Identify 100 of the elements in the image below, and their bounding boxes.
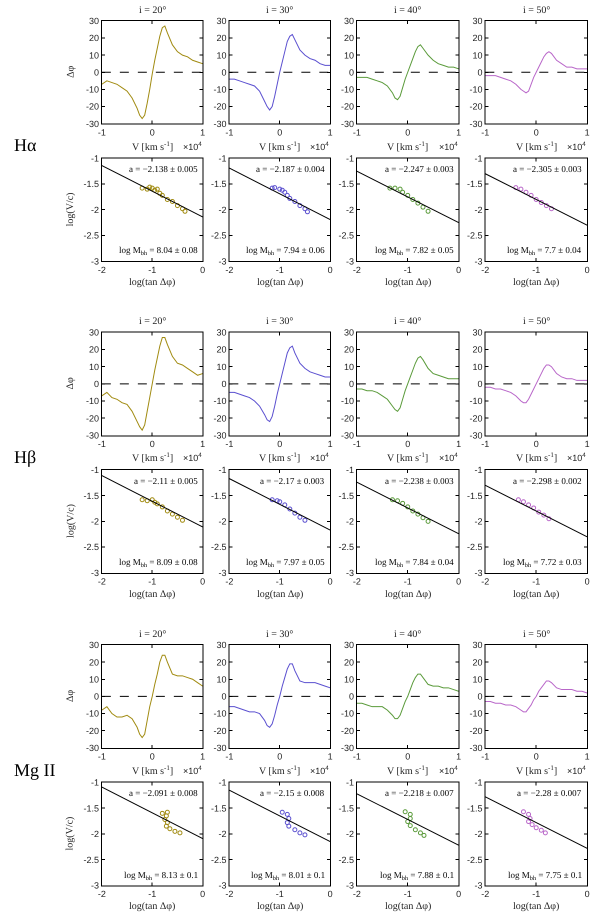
x-tick-label: 1 (200, 439, 206, 450)
x-axis-title: log(tan Δφ) (513, 589, 560, 600)
text: Hβ (14, 447, 36, 467)
y-tick-label: 20 (344, 33, 354, 44)
x-tick-label: 0 (405, 127, 410, 138)
y-tick-label: -1.5 (84, 179, 100, 190)
x-axis-title: log(tan Δφ) (385, 589, 432, 600)
x-tick-label: 0 (584, 576, 590, 587)
y-tick-label: 10 (216, 362, 227, 372)
y-tick-label: -1.5 (338, 803, 354, 814)
y-tick-label: -20 (86, 413, 100, 424)
y-tick-label: -30 (86, 118, 100, 129)
x-axis-title: log(tan Δφ) (129, 901, 176, 912)
y-tick-label: 30 (472, 640, 482, 650)
y-tick-label: -2.5 (338, 542, 354, 552)
annotation: log M$_{bh}$ = 7.7 ± 0.04 (507, 245, 582, 257)
x-tick-label: 0 (456, 889, 462, 900)
y-tick-label: -3 (91, 568, 100, 578)
x-tick-label: 0 (328, 264, 333, 275)
y-tick-label: -30 (86, 742, 100, 753)
annotation: a = −2.238 ± 0.003 (385, 476, 454, 486)
y-tick-label: 20 (344, 657, 354, 668)
x-tick-label: 0 (200, 576, 206, 587)
text: ×10$^{4}$ (439, 141, 458, 152)
x-tick-label: -1 (404, 576, 412, 587)
y-tick-label: -3 (474, 568, 482, 578)
annotation: log M$_{bh}$ = 8.13 ± 0.1 (124, 870, 198, 882)
y-tick-label: -2 (474, 516, 482, 526)
y-tick-label: -20 (341, 102, 354, 112)
x-axis-title: log(tan Δφ) (385, 901, 432, 912)
annotation: log M$_{bh}$ = 7.75 ± 0.1 (508, 870, 582, 882)
y-tick-label: -1 (91, 778, 100, 788)
chart-title: i = 30° (266, 5, 294, 16)
x-tick-label: 1 (328, 127, 333, 138)
x-axis-title: V [km s$^{-1}$] (387, 140, 428, 154)
y-axis-title: log(V/c) (64, 816, 76, 851)
y-tick-label: -20 (469, 413, 482, 424)
y-tick-label: -2 (218, 829, 227, 840)
x-tick-label: 0 (456, 264, 462, 275)
text: ×10$^{4}$ (310, 765, 330, 776)
chart-title: i = 20° (139, 629, 166, 640)
y-axis-title: log(V/c) (65, 504, 76, 538)
y-tick-label: 10 (344, 50, 354, 60)
y-tick-label: -1.5 (211, 179, 227, 190)
x-tick-label: 0 (328, 889, 333, 900)
y-tick-label: 10 (344, 362, 354, 372)
y-tick-label: -2.5 (466, 854, 482, 865)
x-tick-label: 1 (328, 752, 333, 762)
x-tick-label: 1 (456, 752, 462, 762)
y-tick-label: -2.5 (211, 230, 227, 241)
x-tick-label: -1 (532, 576, 540, 587)
y-tick-label: -2.5 (84, 854, 100, 865)
x-axis-title: log(tan Δφ) (129, 277, 176, 288)
x-axis-title: log(tan Δφ) (513, 901, 560, 912)
x-tick-label: -1 (148, 889, 156, 900)
y-tick-label: -3 (474, 256, 482, 266)
y-tick-label: -30 (469, 430, 482, 440)
x-tick-label: 1 (456, 439, 462, 450)
y-tick-label: -2 (346, 204, 354, 215)
y-axis-title: Δφ (65, 690, 76, 702)
chart-title: i = 20° (139, 5, 166, 16)
text: ×10$^{4}$ (439, 452, 458, 463)
y-tick-label: -1.5 (211, 490, 227, 501)
x-tick-label: -1 (404, 264, 412, 275)
x-tick-label: -1 (532, 889, 540, 900)
x-tick-label: 1 (584, 752, 590, 762)
annotation: log M$_{bh}$ = 7.72 ± 0.03 (503, 557, 582, 569)
annotation: a = −2.187 ± 0.004 (256, 164, 326, 174)
x-tick-label: 0 (150, 439, 155, 450)
y-tick-label: 30 (344, 328, 354, 338)
y-axis-title: Δφ (65, 65, 76, 78)
y-tick-label: 10 (89, 50, 100, 60)
y-tick-label: -1 (346, 153, 354, 164)
y-tick-label: -10 (86, 84, 100, 95)
x-tick-label: 0 (405, 752, 410, 762)
y-tick-label: -20 (469, 102, 482, 112)
text: ×10$^{4}$ (183, 765, 202, 776)
annotation: log M$_{bh}$ = 7.82 ± 0.05 (375, 245, 454, 257)
chart-title: i = 50° (523, 5, 550, 16)
x-axis-title: log(tan Δφ) (513, 277, 560, 288)
y-tick-label: -2.5 (84, 542, 100, 552)
x-tick-label: 0 (456, 576, 462, 587)
y-tick-label: -2 (474, 204, 482, 215)
y-tick-label: -1 (218, 153, 227, 164)
y-tick-label: 30 (216, 640, 227, 650)
x-axis-title: V [km s$^{-1}$] (259, 451, 300, 464)
chart-title: i = 30° (266, 316, 294, 327)
y-tick-label: -3 (346, 256, 354, 266)
x-tick-label: 0 (200, 889, 206, 900)
x-axis-title: log(tan Δφ) (257, 589, 304, 600)
y-tick-label: 20 (89, 33, 100, 44)
y-tick-label: 0 (94, 692, 100, 702)
y-tick-label: 0 (222, 692, 227, 702)
y-tick-label: -3 (91, 256, 100, 266)
annotation: a = −2.28 ± 0.007 (517, 788, 582, 798)
chart-title: i = 40° (394, 316, 422, 327)
annotation: a = −2.138 ± 0.005 (129, 164, 198, 174)
x-tick-label: 0 (150, 127, 155, 138)
chart-title: i = 50° (523, 629, 550, 640)
y-tick-label: 30 (344, 640, 354, 650)
